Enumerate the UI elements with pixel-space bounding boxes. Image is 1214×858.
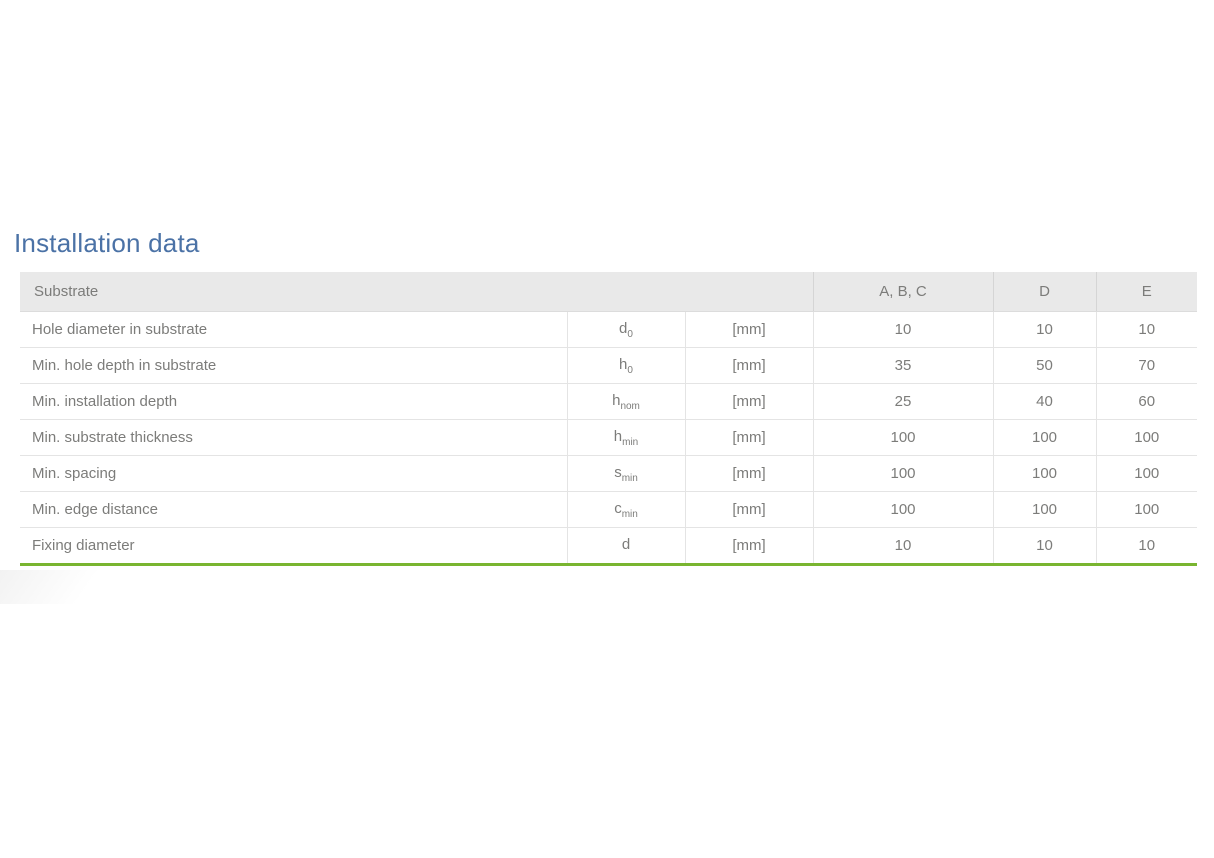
row-value-d: 100 [992,491,1097,528]
table-row: Min. edge distance cmin [mm] 100 100 100 [20,491,1198,528]
table-body: Hole diameter in substrate d0 [mm] 10 10… [20,311,1198,565]
row-value-d: 100 [992,419,1097,456]
row-value-abc: 100 [812,419,994,456]
symbol-subscript: min [622,436,639,448]
row-value-e: 10 [1095,527,1198,565]
row-symbol: cmin [566,491,685,528]
symbol-subscript: min [621,472,638,484]
row-label: Min. installation depth [20,383,567,420]
row-value-abc: 100 [812,455,994,492]
symbol-base: s [614,463,622,481]
header-col-d: D [992,272,1097,312]
row-label: Min. substrate thickness [20,419,567,456]
header-col-e: E [1095,272,1198,312]
symbol-base: d [621,535,631,553]
row-unit: [mm] [684,347,814,384]
row-label: Min. edge distance [20,491,567,528]
header-substrate: Substrate [20,272,814,312]
row-value-d: 40 [992,383,1097,420]
table-row: Min. hole depth in substrate h0 [mm] 35 … [20,347,1198,384]
table-header: Substrate A, B, C D E [20,272,1198,312]
row-value-e: 100 [1095,491,1198,528]
row-value-d: 10 [992,311,1097,348]
row-value-e: 100 [1095,419,1198,456]
row-value-abc: 10 [812,527,994,565]
row-unit: [mm] [684,311,814,348]
table-row: Fixing diameter d [mm] 10 10 10 [20,527,1198,565]
symbol-subscript: 0 [627,364,633,376]
row-symbol: d0 [566,311,685,348]
page-title: Installation data [14,228,200,258]
symbol-base: c [614,499,622,517]
table-row: Min. installation depth hnom [mm] 25 40 … [20,383,1198,420]
row-symbol: hnom [566,383,685,420]
row-symbol: h0 [566,347,685,384]
table-row: Min. spacing smin [mm] 100 100 100 [20,455,1198,492]
row-value-e: 100 [1095,455,1198,492]
row-value-abc: 10 [812,311,994,348]
corner-shade-gradient [0,570,130,604]
header-col-abc: A, B, C [812,272,994,312]
row-value-d: 10 [992,527,1097,565]
row-label: Fixing diameter [20,527,567,565]
row-label: Hole diameter in substrate [20,311,567,348]
symbol-subscript: min [621,508,638,520]
symbol-base: d [619,319,628,337]
table-header-row: Substrate A, B, C D E [20,272,1198,312]
row-value-e: 70 [1095,347,1198,384]
row-value-abc: 25 [812,383,994,420]
row-unit: [mm] [684,491,814,528]
row-unit: [mm] [684,419,814,456]
row-label: Min. spacing [20,455,567,492]
row-value-abc: 35 [812,347,994,384]
row-unit: [mm] [684,527,814,565]
row-unit: [mm] [684,383,814,420]
row-symbol: smin [566,455,685,492]
symbol-base: h [612,391,621,409]
installation-data-table: Substrate A, B, C D E Hole diameter in s… [20,272,1198,566]
row-symbol: hmin [566,419,685,456]
row-symbol: d [566,527,685,565]
table-row: Min. substrate thickness hmin [mm] 100 1… [20,419,1198,456]
symbol-base: h [619,355,628,373]
row-value-e: 60 [1095,383,1198,420]
table-row: Hole diameter in substrate d0 [mm] 10 10… [20,311,1198,348]
row-value-d: 100 [992,455,1097,492]
row-value-abc: 100 [812,491,994,528]
row-value-e: 10 [1095,311,1198,348]
row-unit: [mm] [684,455,814,492]
symbol-subscript: nom [620,400,640,412]
row-label: Min. hole depth in substrate [20,347,567,384]
symbol-subscript: 0 [627,328,633,340]
row-value-d: 50 [992,347,1097,384]
symbol-base: h [613,427,623,445]
